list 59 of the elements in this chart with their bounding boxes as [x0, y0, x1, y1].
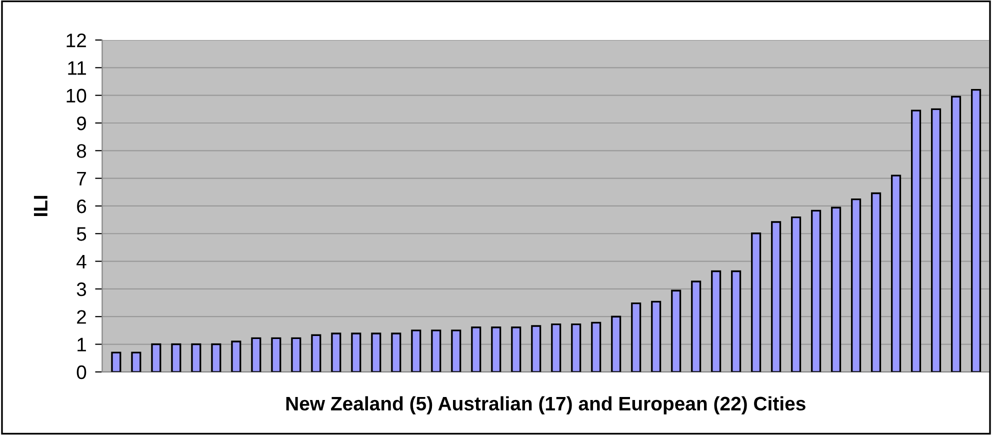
bar [691, 280, 702, 372]
bar [551, 324, 562, 372]
bar [271, 337, 282, 372]
y-tick-label: 10 [66, 88, 86, 103]
bar [371, 332, 382, 372]
bar [851, 198, 862, 372]
bar [471, 326, 482, 372]
bar [751, 232, 762, 372]
y-tick-label: 3 [76, 282, 86, 296]
y-tick-label: 12 [66, 33, 86, 48]
bar [911, 110, 922, 372]
x-axis-title: New Zealand (5) Australian (17) and European (22) Cities [286, 396, 806, 414]
bar [151, 343, 162, 372]
y-axis-title: ILI [34, 196, 48, 216]
bar [571, 324, 582, 372]
bar [351, 332, 362, 372]
bar [531, 325, 542, 372]
y-tick-label: 4 [76, 254, 86, 268]
bar [311, 334, 322, 372]
bar [391, 332, 402, 372]
bar [791, 216, 802, 372]
bar [131, 352, 142, 372]
y-tick-label: 2 [77, 310, 86, 324]
bar [950, 96, 962, 372]
bar [431, 330, 442, 372]
y-tick-label: 7 [77, 172, 86, 186]
bar [211, 343, 222, 372]
bar [811, 210, 822, 372]
bar [871, 192, 882, 372]
bar [771, 221, 782, 372]
bar [731, 270, 742, 372]
bar [631, 302, 642, 372]
bar [111, 352, 122, 372]
bar [651, 300, 662, 372]
bar [970, 88, 982, 372]
bar [891, 174, 902, 372]
bar [831, 206, 842, 372]
y-tick-label: 6 [77, 199, 86, 214]
y-tick-label: 1 [78, 338, 86, 352]
y-tick-label: 0 [76, 365, 86, 380]
bar [671, 290, 682, 372]
bar [511, 326, 522, 372]
bar [191, 343, 202, 372]
y-tick-label: 8 [76, 144, 86, 158]
bar [591, 322, 602, 372]
bar [411, 330, 422, 372]
bar [171, 343, 182, 372]
bar [291, 337, 302, 372]
bar [491, 326, 502, 372]
bar [331, 332, 342, 372]
y-tick-label: 9 [76, 116, 86, 130]
y-tick-label: 5 [76, 227, 86, 241]
bar [231, 340, 242, 372]
y-tick-label: 11 [68, 61, 86, 75]
bar [931, 108, 942, 372]
bar [611, 316, 622, 372]
bar [451, 330, 462, 372]
bar [251, 337, 262, 372]
bar [711, 270, 722, 372]
